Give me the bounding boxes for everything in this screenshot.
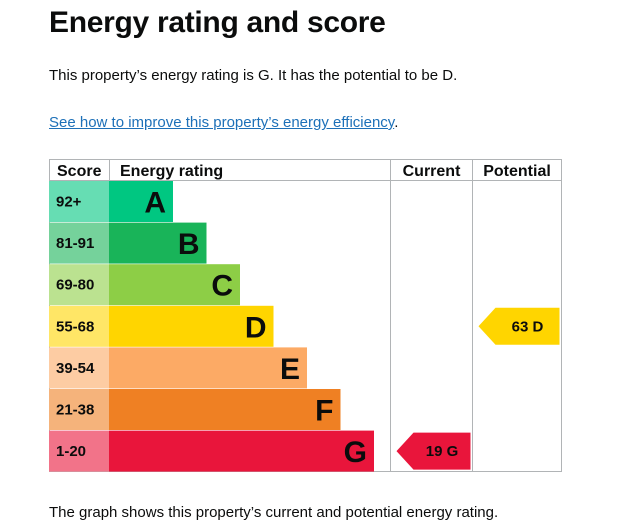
band-bar-c <box>109 264 240 306</box>
header-potential: Potential <box>483 163 551 180</box>
score-cell-c <box>49 264 109 306</box>
score-label-b: 81-91 <box>56 235 94 252</box>
band-bar-g <box>109 430 374 472</box>
band-bar-b <box>109 222 207 264</box>
score-label-f: 21-38 <box>56 402 94 419</box>
energy-rating-chart: Score Energy rating Current Potential 92+ A 81… <box>49 159 562 472</box>
band-bar-f <box>109 389 341 430</box>
score-label-c: 69-80 <box>56 277 94 294</box>
header-current: Current <box>403 163 461 180</box>
band-letter-a: A <box>144 187 166 220</box>
improve-paragraph: See how to improve this property’s energ… <box>49 114 398 131</box>
band-letter-b: B <box>178 228 200 261</box>
improve-suffix: . <box>394 114 399 131</box>
score-cell-a <box>49 181 109 222</box>
band-letter-c: C <box>211 270 233 303</box>
page-title: Energy rating and score <box>49 6 386 39</box>
potential-rating-arrow <box>478 307 560 345</box>
chart-description: The graph shows this property’s current … <box>49 504 499 521</box>
header-score: Score <box>57 163 102 180</box>
header-energy-rating: Energy rating <box>120 163 223 180</box>
score-cell-g <box>49 430 109 472</box>
score-cell-f <box>49 389 109 430</box>
band-letter-d: D <box>245 311 267 344</box>
current-rating-arrow <box>396 432 471 470</box>
score-cell-e <box>49 347 109 389</box>
band-bar-d <box>109 305 274 347</box>
score-label-d: 55-68 <box>56 318 94 335</box>
score-label-e: 39-54 <box>56 360 95 377</box>
score-label-g: 1-20 <box>56 443 86 460</box>
current-rating-label: 19 G <box>426 443 459 460</box>
rating-summary: This property’s energy rating is G. It h… <box>49 67 458 84</box>
improve-efficiency-link[interactable]: See how to improve this property’s energ… <box>49 114 395 131</box>
score-label-a: 92+ <box>56 194 82 211</box>
score-cell-b <box>49 222 109 264</box>
band-letter-e: E <box>280 353 300 386</box>
band-bar-a <box>109 181 173 222</box>
band-bar-e <box>109 347 307 389</box>
potential-rating-label: 63 D <box>512 318 544 335</box>
score-cell-d <box>49 305 109 347</box>
band-letter-f: F <box>315 395 333 428</box>
band-letter-g: G <box>344 436 367 469</box>
